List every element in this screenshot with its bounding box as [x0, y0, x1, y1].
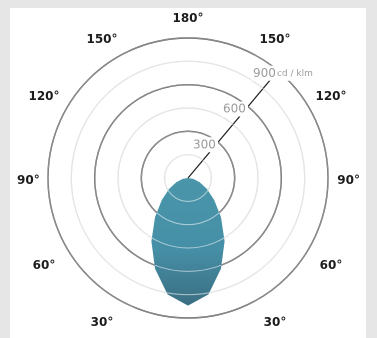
radial-tick-label: 900 [253, 66, 276, 80]
angle-label-left: 120° [28, 89, 59, 103]
angle-label-right: 30° [264, 315, 287, 329]
grid-overlay-circle [164, 154, 212, 202]
grid-overlay-circle [70, 60, 306, 296]
radial-label-mask [190, 137, 218, 153]
angle-label-right: 150° [259, 32, 290, 46]
angle-label-right: 120° [315, 89, 346, 103]
radial-tick-label: 300 [193, 137, 216, 151]
angle-label-left: 180° [172, 11, 203, 25]
radial-label-mask [220, 101, 248, 117]
radial-unit-label: cd / klm [277, 69, 313, 79]
grid-overlay-circle [47, 37, 329, 319]
radial-label-mask [250, 65, 327, 81]
angle-label-left: 60° [33, 258, 56, 272]
grid-overlay-circle [117, 107, 259, 249]
angle-label-right: 90° [337, 173, 360, 187]
angle-label-right: 60° [320, 258, 343, 272]
angle-label-left: 150° [86, 32, 117, 46]
grid-overlay-circle [94, 84, 282, 272]
intensity-curve [151, 178, 225, 306]
radial-tick-label: 600 [223, 102, 246, 116]
grid-overlay-circle [140, 130, 236, 226]
angle-label-left: 90° [17, 173, 40, 187]
angle-label-left: 30° [91, 315, 114, 329]
